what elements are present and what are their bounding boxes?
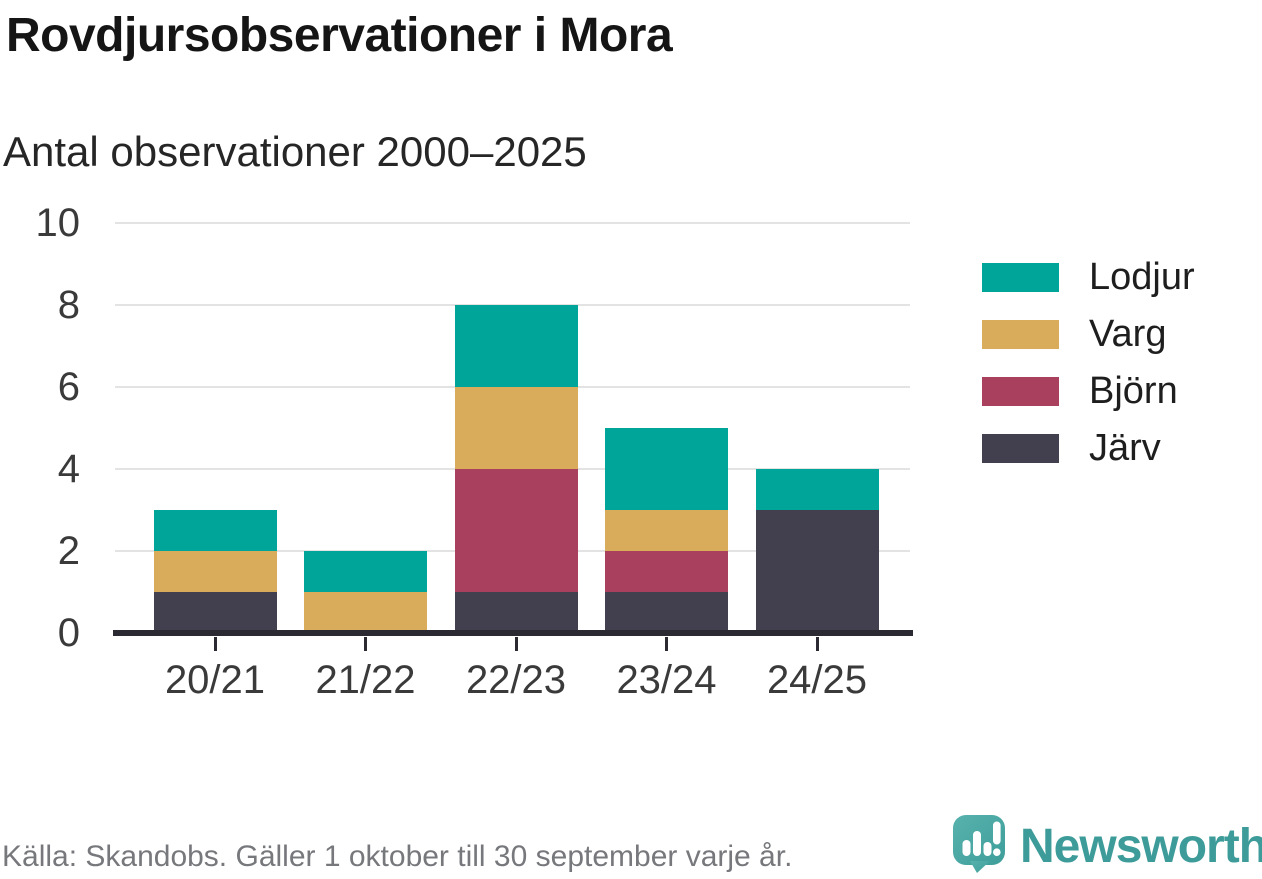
legend-label: Varg — [1089, 313, 1167, 355]
legend-label: Lodjur — [1089, 256, 1195, 298]
bar-segment-varg — [304, 592, 427, 633]
x-axis-tick — [213, 637, 217, 651]
bar-segment-varg — [605, 510, 728, 551]
page-title: Rovdjursobservationer i Mora — [6, 9, 673, 62]
x-axis-tick-label: 21/22 — [315, 658, 416, 702]
x-axis-tick-label: 22/23 — [465, 658, 567, 702]
gridline — [115, 222, 910, 224]
y-axis-tick-label: 6 — [57, 365, 80, 409]
bar-segment-jrv — [153, 592, 277, 633]
bar-segment-lodjur — [304, 551, 427, 592]
source-note: Källa: Skandobs. Gäller 1 oktober till 3… — [2, 840, 793, 873]
bar-segment-lodjur — [605, 428, 728, 510]
x-axis-tick-label: 24/25 — [766, 658, 868, 702]
bar-segment-jrv — [454, 592, 578, 633]
bar-segment-lodjur — [755, 469, 879, 510]
legend-item: Varg — [982, 313, 1167, 355]
x-axis-tick-label: 20/21 — [164, 658, 266, 702]
y-axis-tick-label: 0 — [57, 611, 80, 655]
legend-swatch-icon — [982, 377, 1059, 406]
x-axis-line — [113, 630, 913, 636]
x-axis-tick — [514, 637, 518, 651]
bar-segment-bjrn — [454, 469, 578, 592]
legend-item: Björn — [982, 370, 1178, 412]
newsworthy-brand: Newsworthy — [950, 813, 1262, 875]
x-axis-tick — [815, 637, 819, 651]
legend-swatch-icon — [982, 320, 1059, 349]
newsworthy-logo-icon — [953, 815, 1005, 873]
x-axis-tick-label: 23/24 — [616, 658, 717, 702]
x-axis-tick — [665, 637, 668, 651]
bar-segment-jrv — [755, 510, 879, 633]
x-axis-tick — [364, 637, 367, 651]
y-axis-tick-label: 8 — [57, 283, 80, 327]
chart-subtitle: Antal observationer 2000–2025 — [3, 128, 587, 175]
legend-item: Lodjur — [982, 256, 1195, 298]
legend-item: Järv — [982, 427, 1161, 469]
bar-segment-lodjur — [454, 305, 578, 387]
y-axis-tick-label: 4 — [57, 447, 80, 491]
brand-name: Newsworthy — [1020, 820, 1262, 873]
bar-segment-varg — [454, 387, 578, 469]
y-axis-tick-label: 10 — [35, 201, 81, 245]
bar-segment-bjrn — [605, 551, 728, 592]
legend-swatch-icon — [982, 434, 1059, 463]
legend-swatch-icon — [982, 263, 1059, 292]
bar-segment-lodjur — [153, 510, 277, 551]
bar-segment-jrv — [605, 592, 728, 633]
bar-segment-varg — [153, 551, 277, 592]
legend-label: Björn — [1089, 370, 1178, 412]
y-axis-tick-label: 2 — [57, 529, 80, 573]
legend-label: Järv — [1089, 427, 1161, 469]
